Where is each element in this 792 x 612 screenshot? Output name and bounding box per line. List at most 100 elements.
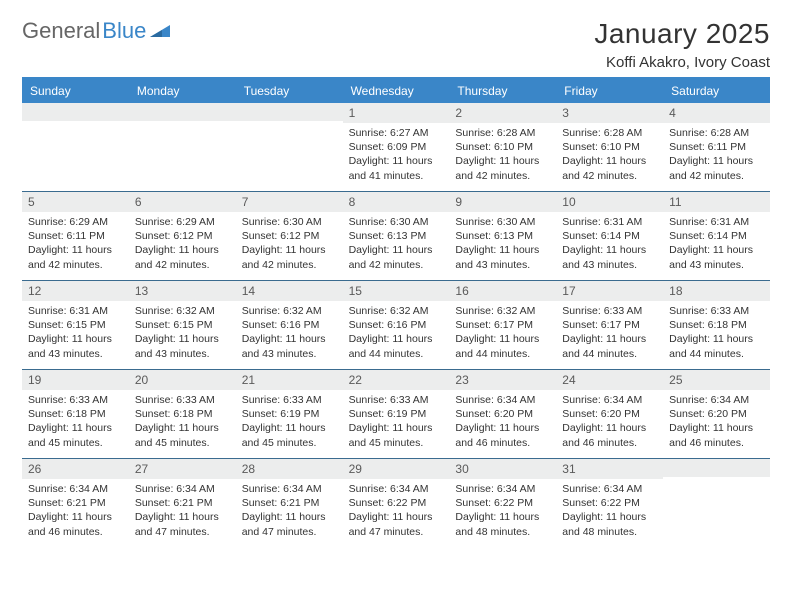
daylight-line: Daylight: 11 hours and 46 minutes. — [669, 421, 764, 449]
sunset-line: Sunset: 6:16 PM — [242, 318, 337, 332]
daylight-line: Daylight: 11 hours and 45 minutes. — [28, 421, 123, 449]
day-number: 7 — [236, 192, 343, 212]
weekday-friday: Friday — [556, 79, 663, 103]
sunset-line: Sunset: 6:10 PM — [455, 140, 550, 154]
day-number: 20 — [129, 370, 236, 390]
day-number: 28 — [236, 459, 343, 479]
sunrise-line: Sunrise: 6:33 AM — [242, 393, 337, 407]
day-info: Sunrise: 6:32 AMSunset: 6:15 PMDaylight:… — [129, 301, 236, 367]
calendar-cell: 16Sunrise: 6:32 AMSunset: 6:17 PMDayligh… — [449, 281, 556, 369]
day-info: Sunrise: 6:33 AMSunset: 6:18 PMDaylight:… — [22, 390, 129, 456]
day-info: Sunrise: 6:34 AMSunset: 6:20 PMDaylight:… — [663, 390, 770, 456]
daylight-line: Daylight: 11 hours and 45 minutes. — [349, 421, 444, 449]
calendar-cell-empty — [236, 103, 343, 191]
daylight-line: Daylight: 11 hours and 46 minutes. — [455, 421, 550, 449]
calendar-cell: 25Sunrise: 6:34 AMSunset: 6:20 PMDayligh… — [663, 370, 770, 458]
daylight-line: Daylight: 11 hours and 44 minutes. — [349, 332, 444, 360]
day-number: 25 — [663, 370, 770, 390]
sunrise-line: Sunrise: 6:27 AM — [349, 126, 444, 140]
daylight-line: Daylight: 11 hours and 44 minutes. — [669, 332, 764, 360]
day-info: Sunrise: 6:30 AMSunset: 6:13 PMDaylight:… — [449, 212, 556, 278]
sunset-line: Sunset: 6:22 PM — [349, 496, 444, 510]
sunrise-line: Sunrise: 6:28 AM — [669, 126, 764, 140]
weeks-container: 1Sunrise: 6:27 AMSunset: 6:09 PMDaylight… — [22, 103, 770, 547]
sunrise-line: Sunrise: 6:31 AM — [562, 215, 657, 229]
sunrise-line: Sunrise: 6:32 AM — [349, 304, 444, 318]
day-info: Sunrise: 6:28 AMSunset: 6:10 PMDaylight:… — [556, 123, 663, 189]
sunset-line: Sunset: 6:15 PM — [135, 318, 230, 332]
weekday-tuesday: Tuesday — [236, 79, 343, 103]
sunrise-line: Sunrise: 6:34 AM — [28, 482, 123, 496]
calendar-cell-empty — [129, 103, 236, 191]
daylight-line: Daylight: 11 hours and 42 minutes. — [455, 154, 550, 182]
calendar-week: 5Sunrise: 6:29 AMSunset: 6:11 PMDaylight… — [22, 192, 770, 281]
daylight-line: Daylight: 11 hours and 43 minutes. — [562, 243, 657, 271]
calendar-cell: 27Sunrise: 6:34 AMSunset: 6:21 PMDayligh… — [129, 459, 236, 547]
day-number: 27 — [129, 459, 236, 479]
daylight-line: Daylight: 11 hours and 42 minutes. — [242, 243, 337, 271]
sunrise-line: Sunrise: 6:33 AM — [669, 304, 764, 318]
sunrise-line: Sunrise: 6:33 AM — [349, 393, 444, 407]
sunrise-line: Sunrise: 6:34 AM — [242, 482, 337, 496]
calendar-cell: 29Sunrise: 6:34 AMSunset: 6:22 PMDayligh… — [343, 459, 450, 547]
sunrise-line: Sunrise: 6:34 AM — [562, 482, 657, 496]
calendar-cell-empty — [663, 459, 770, 547]
day-info: Sunrise: 6:34 AMSunset: 6:20 PMDaylight:… — [556, 390, 663, 456]
daylight-line: Daylight: 11 hours and 48 minutes. — [455, 510, 550, 538]
day-number: 11 — [663, 192, 770, 212]
daylight-line: Daylight: 11 hours and 44 minutes. — [562, 332, 657, 360]
daylight-line: Daylight: 11 hours and 41 minutes. — [349, 154, 444, 182]
sunset-line: Sunset: 6:18 PM — [135, 407, 230, 421]
brand-part1: General — [22, 18, 100, 44]
day-info: Sunrise: 6:34 AMSunset: 6:21 PMDaylight:… — [236, 479, 343, 545]
sunset-line: Sunset: 6:22 PM — [455, 496, 550, 510]
sunrise-line: Sunrise: 6:32 AM — [455, 304, 550, 318]
sunrise-line: Sunrise: 6:30 AM — [349, 215, 444, 229]
calendar-cell: 24Sunrise: 6:34 AMSunset: 6:20 PMDayligh… — [556, 370, 663, 458]
day-info: Sunrise: 6:31 AMSunset: 6:15 PMDaylight:… — [22, 301, 129, 367]
sunset-line: Sunset: 6:21 PM — [242, 496, 337, 510]
calendar-cell-empty — [22, 103, 129, 191]
day-info: Sunrise: 6:28 AMSunset: 6:11 PMDaylight:… — [663, 123, 770, 189]
day-number: 16 — [449, 281, 556, 301]
sunrise-line: Sunrise: 6:34 AM — [562, 393, 657, 407]
sunrise-line: Sunrise: 6:29 AM — [28, 215, 123, 229]
day-number: 2 — [449, 103, 556, 123]
weekday-header: Sunday Monday Tuesday Wednesday Thursday… — [22, 79, 770, 103]
day-info: Sunrise: 6:34 AMSunset: 6:22 PMDaylight:… — [449, 479, 556, 545]
sunset-line: Sunset: 6:12 PM — [242, 229, 337, 243]
calendar-cell: 26Sunrise: 6:34 AMSunset: 6:21 PMDayligh… — [22, 459, 129, 547]
day-info: Sunrise: 6:33 AMSunset: 6:19 PMDaylight:… — [236, 390, 343, 456]
daylight-line: Daylight: 11 hours and 45 minutes. — [242, 421, 337, 449]
calendar-cell: 2 Sunrise: 6:28 AMSunset: 6:10 PMDaylight… — [449, 103, 556, 191]
sunrise-line: Sunrise: 6:29 AM — [135, 215, 230, 229]
calendar-cell: 15Sunrise: 6:32 AMSunset: 6:16 PMDayligh… — [343, 281, 450, 369]
day-number: 17 — [556, 281, 663, 301]
day-info: Sunrise: 6:29 AMSunset: 6:11 PMDaylight:… — [22, 212, 129, 278]
day-info: Sunrise: 6:30 AMSunset: 6:12 PMDaylight:… — [236, 212, 343, 278]
sunset-line: Sunset: 6:17 PM — [455, 318, 550, 332]
day-number: 5 — [22, 192, 129, 212]
day-number: 12 — [22, 281, 129, 301]
daylight-line: Daylight: 11 hours and 45 minutes. — [135, 421, 230, 449]
sunset-line: Sunset: 6:09 PM — [349, 140, 444, 154]
sunset-line: Sunset: 6:18 PM — [28, 407, 123, 421]
sunrise-line: Sunrise: 6:34 AM — [349, 482, 444, 496]
sunset-line: Sunset: 6:20 PM — [562, 407, 657, 421]
sunset-line: Sunset: 6:10 PM — [562, 140, 657, 154]
sunset-line: Sunset: 6:11 PM — [669, 140, 764, 154]
sunset-line: Sunset: 6:14 PM — [669, 229, 764, 243]
day-info: Sunrise: 6:33 AMSunset: 6:17 PMDaylight:… — [556, 301, 663, 367]
daylight-line: Daylight: 11 hours and 43 minutes. — [669, 243, 764, 271]
sunset-line: Sunset: 6:15 PM — [28, 318, 123, 332]
daylight-line: Daylight: 11 hours and 46 minutes. — [28, 510, 123, 538]
day-number: 24 — [556, 370, 663, 390]
sunrise-line: Sunrise: 6:34 AM — [669, 393, 764, 407]
sunset-line: Sunset: 6:13 PM — [455, 229, 550, 243]
sunset-line: Sunset: 6:12 PM — [135, 229, 230, 243]
sunrise-line: Sunrise: 6:28 AM — [455, 126, 550, 140]
daylight-line: Daylight: 11 hours and 47 minutes. — [135, 510, 230, 538]
day-number: 3 — [556, 103, 663, 123]
day-number: 14 — [236, 281, 343, 301]
day-number: 8 — [343, 192, 450, 212]
